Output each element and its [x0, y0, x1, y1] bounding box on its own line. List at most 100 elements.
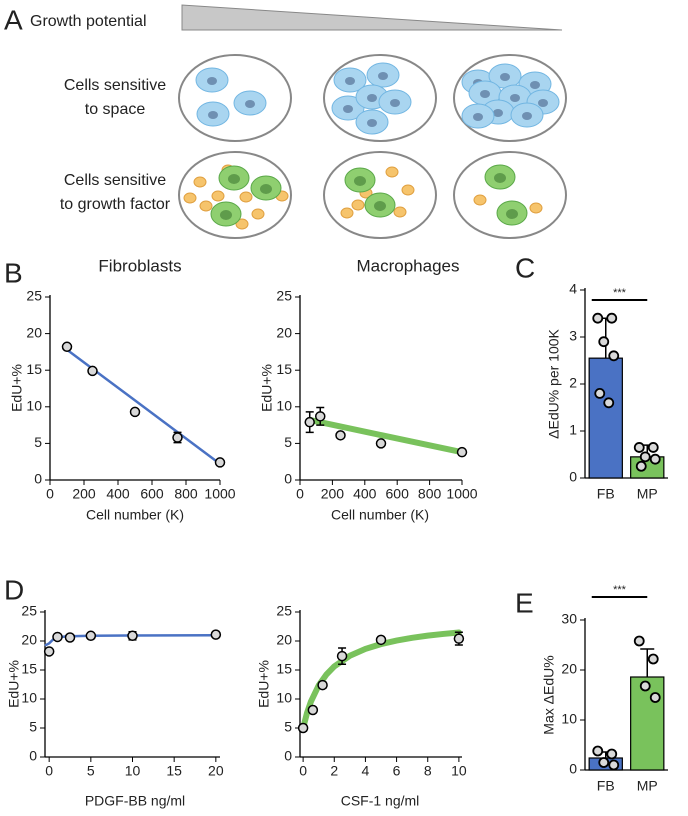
- data-point: [61, 341, 73, 353]
- growth-wedge: [181, 4, 563, 31]
- y-tick-label: 5: [34, 434, 42, 450]
- data-point: [129, 406, 141, 418]
- row-label: Cells sensitive: [64, 172, 166, 189]
- row-label: to space: [85, 101, 146, 118]
- nucleus: [494, 173, 506, 183]
- nucleus: [367, 94, 377, 102]
- nucleus: [390, 99, 400, 107]
- x-tick-label: MP: [637, 778, 658, 794]
- bar: [630, 676, 665, 771]
- y-tick-label: 3: [569, 328, 577, 344]
- x-tick-label: 400: [353, 486, 377, 502]
- data-point: [633, 442, 645, 453]
- x-axis-label: CSF-1 ng/ml: [341, 793, 420, 809]
- y-tick-label: 20: [21, 632, 37, 648]
- nucleus: [374, 201, 386, 211]
- data-point: [172, 432, 183, 443]
- data-point: [375, 438, 387, 449]
- panel-label: B: [4, 257, 23, 288]
- y-tick-label: 1: [569, 422, 577, 438]
- growth-factor: [251, 208, 265, 220]
- data-point: [639, 451, 651, 463]
- growth-factor: [199, 200, 213, 212]
- y-tick-label: 5: [29, 719, 37, 735]
- data-point: [639, 680, 651, 692]
- nucleus: [354, 176, 366, 186]
- y-axis-label: Max ΔEdU%: [541, 655, 557, 734]
- data-point: [87, 365, 98, 377]
- data-point: [647, 442, 659, 453]
- y-tick-label: 25: [21, 603, 37, 619]
- data-point: [127, 630, 138, 642]
- y-tick-label: 15: [21, 661, 37, 677]
- y-tick-label: 5: [284, 434, 292, 450]
- panel-label: A: [4, 4, 23, 35]
- data-point: [598, 336, 610, 348]
- y-axis-label: EdU+%: [6, 660, 22, 708]
- x-tick-label: 5: [87, 763, 95, 779]
- nucleus: [343, 105, 353, 113]
- data-point: [43, 646, 55, 657]
- x-tick-label: 8: [424, 763, 432, 779]
- y-tick-label: 25: [26, 288, 42, 304]
- x-tick-label: 200: [72, 486, 96, 502]
- data-point: [85, 630, 97, 642]
- data-point: [315, 411, 326, 422]
- x-tick-label: 400: [106, 486, 130, 502]
- x-axis-label: Cell number (K): [86, 507, 184, 523]
- y-tick-label: 10: [561, 711, 577, 727]
- data-point: [647, 653, 659, 665]
- nucleus: [245, 100, 255, 108]
- x-tick-label: 10: [451, 763, 467, 779]
- y-tick-label: 10: [276, 398, 292, 414]
- y-tick-label: 0: [29, 748, 37, 764]
- data-point: [335, 430, 346, 441]
- x-tick-label: FB: [597, 486, 615, 502]
- error-bar: [640, 648, 655, 677]
- x-tick-label: 10: [125, 763, 141, 779]
- x-tick-label: 1000: [446, 486, 477, 502]
- x-tick-label: 0: [296, 486, 304, 502]
- x-tick-label: 600: [140, 486, 164, 502]
- x-tick-label: 6: [393, 763, 401, 779]
- data-point: [453, 633, 465, 644]
- data-point: [336, 650, 348, 662]
- x-tick-label: FB: [597, 778, 615, 794]
- y-tick-label: 15: [26, 361, 42, 377]
- y-tick-label: 20: [276, 632, 292, 648]
- data-point: [214, 457, 226, 468]
- y-tick-label: 0: [569, 469, 577, 485]
- nucleus: [228, 174, 240, 184]
- x-tick-label: 0: [46, 486, 54, 502]
- nucleus: [500, 73, 510, 81]
- x-tick-label: 2: [330, 763, 338, 779]
- growth-factor: [401, 184, 415, 196]
- growth-factor: [385, 166, 399, 178]
- x-axis-label: Cell number (K): [331, 507, 429, 523]
- data-point: [375, 634, 387, 646]
- data-point: [210, 629, 222, 640]
- x-tick-label: 800: [418, 486, 442, 502]
- x-tick-label: 0: [45, 763, 53, 779]
- nucleus: [473, 113, 483, 121]
- nucleus: [538, 99, 548, 107]
- x-tick-label: 20: [208, 763, 224, 779]
- panel-title: Growth potential: [30, 13, 147, 30]
- y-tick-label: 5: [284, 719, 292, 735]
- y-tick-label: 0: [284, 748, 292, 764]
- data-point: [592, 745, 604, 757]
- y-tick-label: 25: [276, 603, 292, 619]
- data-point: [52, 631, 63, 643]
- data-point: [456, 446, 468, 458]
- x-tick-label: 600: [386, 486, 410, 502]
- growth-factor: [183, 192, 197, 204]
- y-tick-label: 20: [26, 324, 42, 340]
- x-tick-label: 0: [299, 763, 307, 779]
- y-tick-label: 0: [284, 471, 292, 487]
- growth-factor: [351, 199, 365, 211]
- nucleus: [367, 119, 377, 127]
- y-tick-label: 0: [34, 471, 42, 487]
- y-tick-label: 4: [569, 281, 577, 297]
- y-tick-label: 2: [569, 375, 577, 391]
